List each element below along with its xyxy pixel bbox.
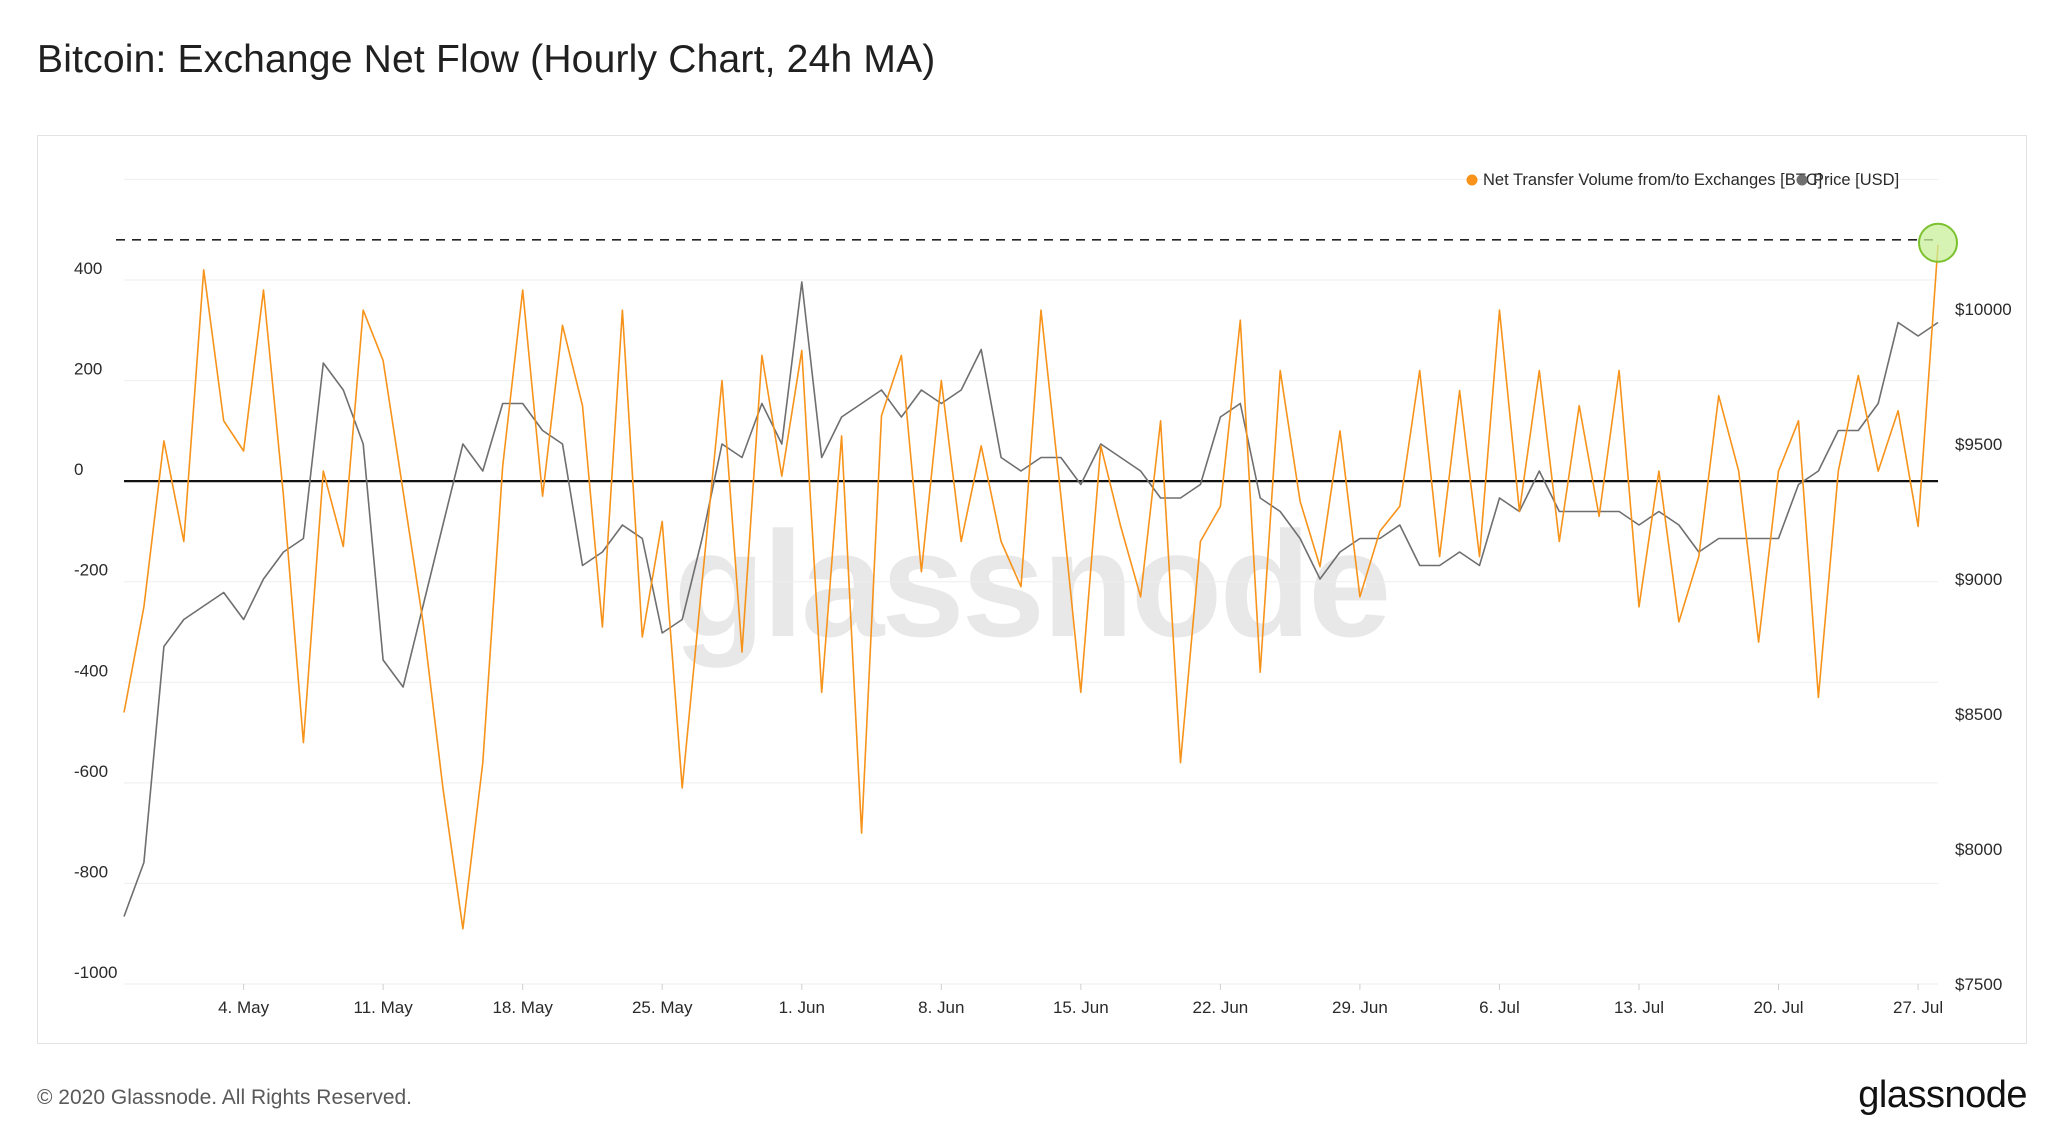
y-right-tick-label: $9000 (1955, 570, 2002, 589)
x-tick-label: 15. Jun (1053, 998, 1109, 1017)
x-tick-label: 4. May (218, 998, 270, 1017)
y-left-tick-label: 0 (74, 460, 83, 479)
legend-netflow-label: Net Transfer Volume from/to Exchanges [B… (1483, 171, 1822, 189)
y-left-tick-label: 200 (74, 360, 102, 379)
watermark: glassnode (674, 500, 1389, 668)
x-tick-label: 20. Jul (1753, 998, 1803, 1017)
y-right-tick-label: $8000 (1955, 840, 2002, 859)
y-left-tick-label: -800 (74, 862, 108, 881)
chart-svg: glassnode 400 200 0 -200 -400 -600 -800 -1000 $10… (74, 171, 2012, 1017)
glassnode-logo[interactable]: glassnode (1858, 1074, 2027, 1116)
y-right-tick-label: $7500 (1955, 975, 2002, 994)
highlight-circle (1918, 222, 1958, 263)
y-left-tick-label: 400 (74, 259, 102, 278)
y-left-tick-label: -400 (74, 661, 108, 680)
y-left-tick-label: -600 (74, 762, 108, 781)
x-tick-label: 27. Jul (1893, 998, 1943, 1017)
chart-frame: glassnode 400 200 0 -200 -400 -600 -800 -1000 $10… (37, 135, 2027, 1044)
x-tick-label: 8. Jun (918, 998, 964, 1017)
x-tick-label: 22. Jun (1192, 998, 1248, 1017)
x-tick-label: 13. Jul (1614, 998, 1664, 1017)
x-tick-label: 29. Jun (1332, 998, 1388, 1017)
legend-netflow-dot (1466, 174, 1478, 186)
price-series-line (123, 281, 1939, 917)
y-right-tick-label: $9500 (1955, 435, 2002, 454)
y-left-tick-label: -200 (74, 561, 108, 580)
x-tick-label: 18. May (492, 998, 553, 1017)
x-tick-label: 11. May (354, 998, 414, 1017)
page-title: Bitcoin: Exchange Net Flow (Hourly Chart… (37, 38, 936, 81)
legend-price-label: Price [USD] (1813, 171, 1899, 189)
netflow-series-line (123, 244, 1939, 930)
legend-price-dot (1796, 174, 1808, 186)
y-left-tick-label: -1000 (74, 963, 117, 982)
x-tick-label: 25. May (632, 998, 693, 1017)
x-tick-label: 6. Jul (1479, 998, 1520, 1017)
footer-copyright: © 2020 Glassnode. All Rights Reserved. (37, 1086, 413, 1109)
x-tick-label: 1. Jun (779, 998, 825, 1017)
y-right-tick-label: $10000 (1955, 300, 2012, 319)
y-right-tick-label: $8500 (1955, 705, 2002, 724)
